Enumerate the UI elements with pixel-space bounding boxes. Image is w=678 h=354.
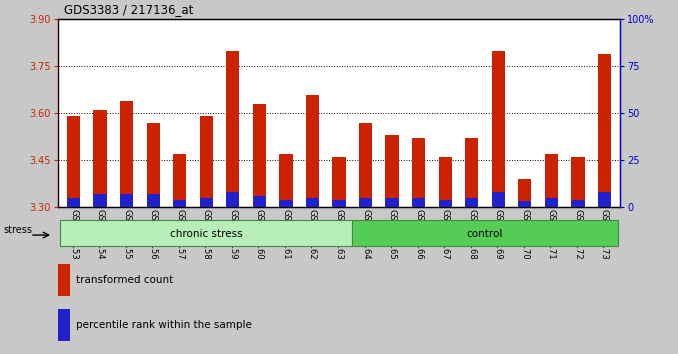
Bar [199, 198, 213, 207]
Bar [146, 123, 160, 207]
Bar [226, 192, 239, 207]
Bar [120, 194, 134, 207]
Bar [279, 154, 292, 207]
Bar [353, 220, 618, 246]
Text: GSM194164: GSM194164 [361, 209, 370, 260]
Bar [58, 264, 70, 296]
Text: transformed count: transformed count [76, 275, 173, 285]
Bar [598, 54, 611, 207]
Text: GSM194157: GSM194157 [175, 209, 184, 260]
Bar [359, 123, 372, 207]
Text: GSM194154: GSM194154 [96, 209, 104, 259]
Text: GSM194165: GSM194165 [388, 209, 397, 260]
Bar [572, 200, 584, 207]
Bar [306, 95, 319, 207]
Text: GSM194168: GSM194168 [467, 209, 476, 260]
Bar [199, 116, 213, 207]
Text: GSM194170: GSM194170 [520, 209, 530, 260]
Text: GSM194158: GSM194158 [202, 209, 211, 260]
Text: GSM194162: GSM194162 [308, 209, 317, 260]
Text: GSM194160: GSM194160 [255, 209, 264, 260]
Bar [439, 200, 452, 207]
Bar [492, 192, 505, 207]
Text: control: control [467, 229, 503, 239]
Bar [492, 51, 505, 207]
Bar [120, 101, 134, 207]
Bar [359, 198, 372, 207]
Bar [60, 220, 353, 246]
Bar [465, 198, 479, 207]
Bar [572, 157, 584, 207]
Bar [94, 194, 106, 207]
Text: GSM194159: GSM194159 [228, 209, 237, 259]
Bar [386, 135, 399, 207]
Bar [518, 201, 532, 207]
Text: GSM194163: GSM194163 [334, 209, 344, 260]
Text: percentile rank within the sample: percentile rank within the sample [76, 320, 252, 330]
Text: GSM194172: GSM194172 [574, 209, 582, 260]
Bar [518, 179, 532, 207]
Bar [306, 198, 319, 207]
Text: GSM194173: GSM194173 [600, 209, 609, 260]
Bar [544, 198, 558, 207]
Text: GSM194161: GSM194161 [281, 209, 290, 260]
Text: stress: stress [3, 225, 33, 235]
Text: GSM194155: GSM194155 [122, 209, 131, 259]
Text: GDS3383 / 217136_at: GDS3383 / 217136_at [64, 3, 194, 16]
Text: GSM194153: GSM194153 [69, 209, 78, 260]
Bar [173, 154, 186, 207]
Bar [67, 198, 80, 207]
Bar [146, 194, 160, 207]
Bar [332, 200, 346, 207]
Bar [253, 196, 266, 207]
Bar [386, 198, 399, 207]
Text: chronic stress: chronic stress [170, 229, 243, 239]
Text: GSM194169: GSM194169 [494, 209, 503, 260]
Bar [226, 51, 239, 207]
Bar [253, 104, 266, 207]
Text: GSM194167: GSM194167 [441, 209, 450, 260]
Text: GSM194156: GSM194156 [148, 209, 158, 260]
Text: GSM194171: GSM194171 [547, 209, 556, 260]
Bar [173, 200, 186, 207]
Bar [412, 138, 425, 207]
Text: GSM194166: GSM194166 [414, 209, 423, 260]
Bar [598, 192, 611, 207]
Bar [67, 116, 80, 207]
Bar [412, 198, 425, 207]
Bar [279, 200, 292, 207]
Bar [439, 157, 452, 207]
Bar [332, 157, 346, 207]
Bar [58, 309, 70, 341]
Bar [94, 110, 106, 207]
Bar [465, 138, 479, 207]
Bar [544, 154, 558, 207]
